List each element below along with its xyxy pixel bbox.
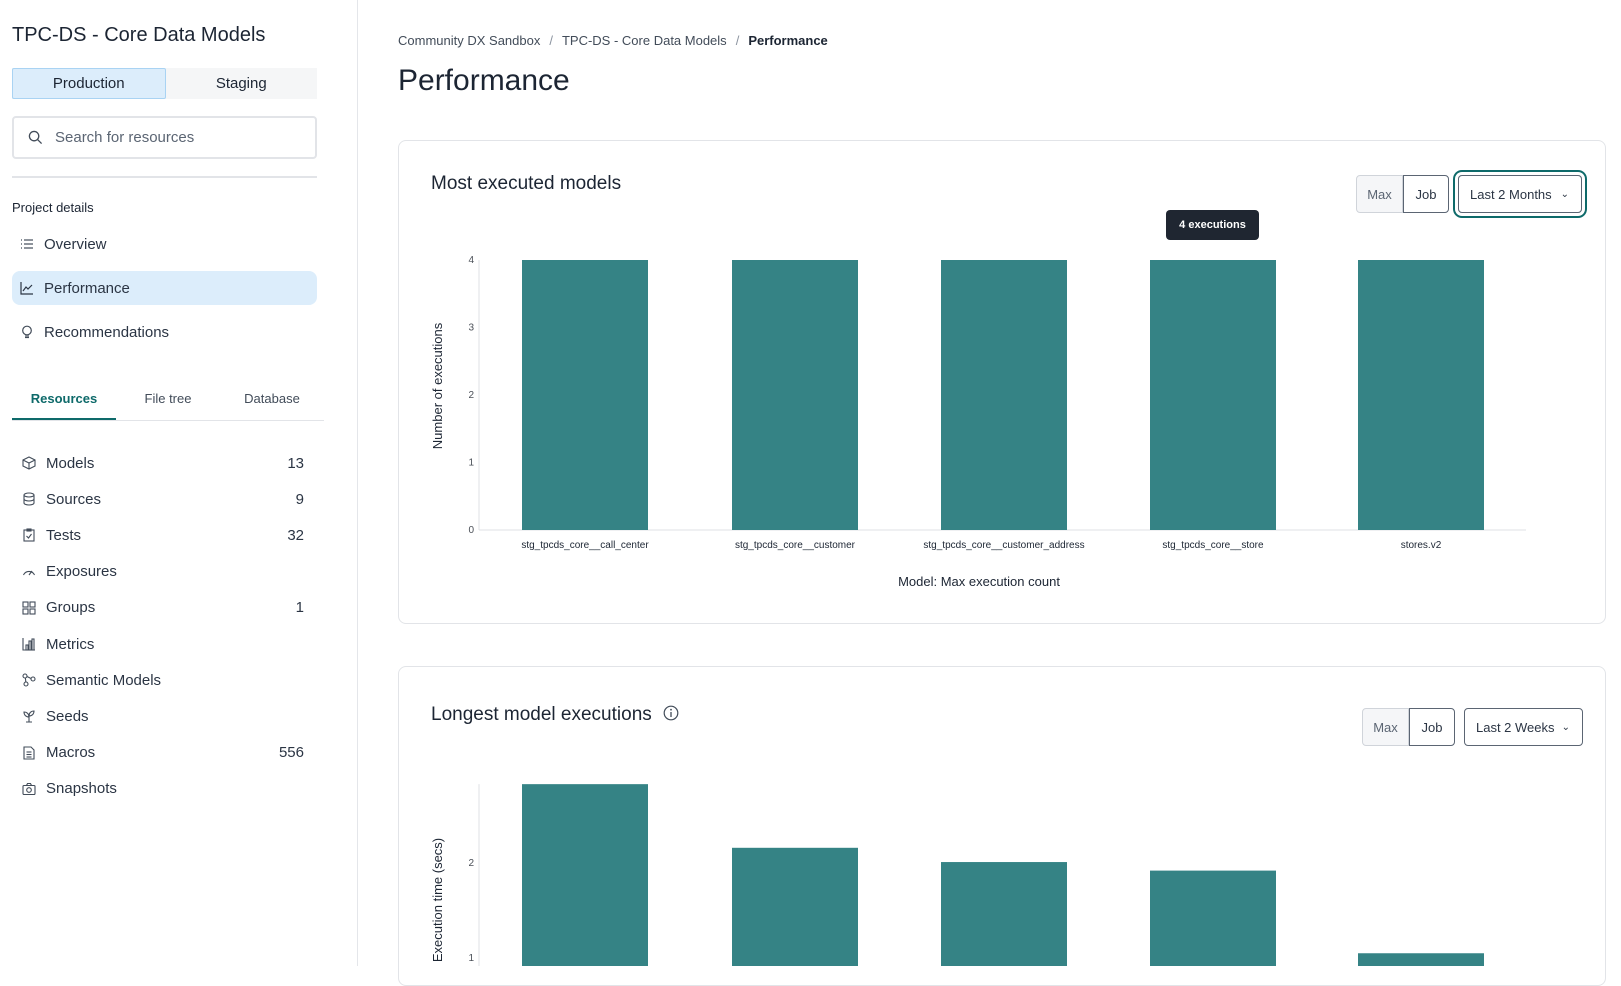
bar	[1150, 871, 1276, 966]
charts-layer: 0 1 2 3 4 stg_tpcds_core__call_center stg_tpcd…	[0, 0, 1621, 966]
y-tick-label: 1	[468, 953, 474, 964]
bar	[1358, 260, 1484, 530]
x-tick-label: stg_tpcds_core__customer_address	[923, 540, 1084, 551]
y-tick-label: 0	[468, 525, 474, 536]
bar	[1150, 260, 1276, 530]
x-tick-label: stores.v2	[1401, 540, 1442, 551]
y-tick-label: 2	[468, 858, 474, 869]
bar	[941, 260, 1067, 530]
bar	[522, 260, 648, 530]
bar	[522, 784, 648, 966]
bar	[732, 848, 858, 966]
y-tick-label: 4	[468, 255, 474, 266]
bar	[732, 260, 858, 530]
y-tick-label: 3	[468, 323, 474, 334]
bar	[941, 862, 1067, 966]
y-axis-label: Number of executions	[430, 322, 445, 449]
x-axis-label: Model: Max execution count	[898, 574, 1060, 589]
x-tick-label: stg_tpcds_core__store	[1162, 540, 1264, 551]
chart-tooltip: 4 executions	[1166, 210, 1259, 240]
bar	[1358, 953, 1484, 966]
x-tick-label: stg_tpcds_core__customer	[735, 540, 856, 551]
y-axis-label: Execution time (secs)	[430, 838, 445, 962]
y-tick-label: 1	[468, 458, 474, 469]
y-tick-label: 2	[468, 390, 474, 401]
x-tick-label: stg_tpcds_core__call_center	[521, 540, 649, 551]
